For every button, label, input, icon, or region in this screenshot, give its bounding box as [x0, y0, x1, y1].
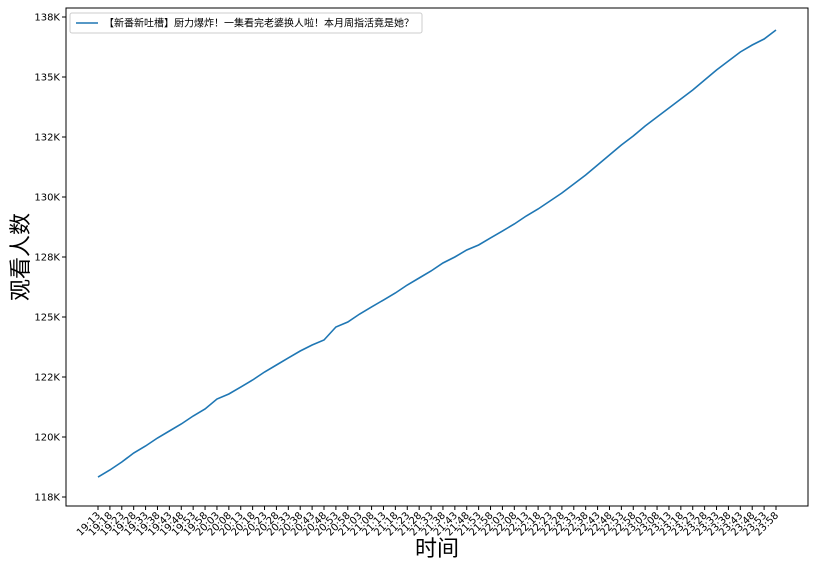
y-tick-label: 118K [34, 493, 60, 504]
line-series [97, 29, 777, 478]
y-tick-label: 125K [34, 313, 60, 324]
y-tick-label: 130K [34, 193, 60, 204]
x-axis-label: 时间 [415, 537, 459, 562]
y-axis-label: 观看人数 [9, 213, 34, 301]
y-tick-label: 138K [34, 13, 60, 24]
legend: 【新番新吐槽】厨力爆炸！一集看完老婆换人啦！本月周指活竟是她？ [69, 12, 423, 34]
y-tick-label: 128K [34, 253, 60, 264]
y-tick-label: 120K [34, 433, 60, 444]
legend-box [69, 12, 423, 34]
legend-label: 【新番新吐槽】厨力爆炸！一集看完老婆换人啦！本月周指活竟是她？ [104, 17, 414, 30]
y-tick-label: 122K [34, 373, 60, 384]
y-tick-label: 132K [34, 133, 60, 144]
y-tick-label: 135K [34, 73, 60, 84]
